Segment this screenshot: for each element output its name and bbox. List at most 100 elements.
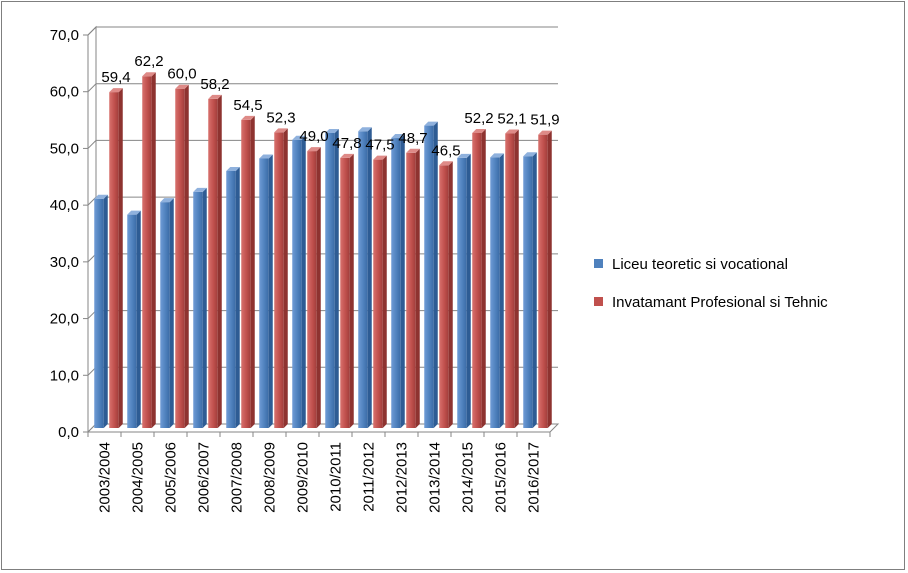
bar-top	[340, 153, 354, 158]
legend-swatch	[594, 297, 603, 306]
x-tick-label: 2006/2007	[196, 442, 213, 513]
bar-front	[424, 125, 434, 428]
legend-label: Liceu teoretic si vocational	[612, 256, 788, 273]
bar-top	[505, 129, 519, 134]
bar-liceu-2010/2011	[325, 128, 339, 429]
bar-side	[499, 153, 504, 429]
bar-side	[283, 128, 288, 429]
bar-front	[142, 76, 152, 428]
bar-liceu-2005/2006	[160, 198, 174, 428]
x-tick-label: 2003/2004	[97, 442, 114, 513]
bar-side	[250, 115, 255, 429]
bars	[94, 72, 552, 429]
bar-front	[340, 157, 350, 429]
bar-top	[424, 121, 438, 126]
legend-item-liceu: Liceu teoretic si vocational	[594, 256, 788, 273]
x-tick-label: 2008/2009	[262, 442, 279, 513]
bar-top	[274, 128, 288, 133]
bar-ipt-2008/2009	[274, 128, 288, 429]
bar-front	[457, 157, 467, 429]
bar-side	[217, 94, 222, 429]
bar-side	[103, 194, 108, 428]
bar-front	[226, 170, 236, 428]
x-tick-label: 2015/2016	[493, 442, 510, 513]
bar-top	[193, 187, 207, 192]
bar-ipt-2007/2008	[241, 115, 255, 429]
bar-liceu-2007/2008	[226, 166, 240, 428]
y-tick-label: 20,0	[50, 311, 79, 328]
data-label: 59,4	[101, 69, 130, 86]
data-label: 52,2	[464, 110, 493, 127]
data-label: 52,1	[497, 111, 526, 128]
bar-side	[433, 121, 438, 428]
data-label: 62,2	[134, 53, 163, 70]
bar-side	[367, 127, 372, 428]
bar-top	[175, 84, 189, 89]
bar-top	[259, 154, 273, 159]
bar-liceu-2006/2007	[193, 187, 207, 428]
bar-front	[523, 156, 533, 428]
bar-side	[532, 152, 537, 428]
bar-front	[175, 88, 185, 428]
bar-front	[292, 139, 302, 428]
bar-front	[406, 152, 416, 428]
gridlines	[87, 26, 558, 376]
x-tick-label: 2005/2006	[163, 442, 180, 513]
bar-top	[439, 161, 453, 166]
bar-top	[241, 115, 255, 120]
bar-side	[415, 148, 420, 428]
bar-top	[127, 210, 141, 215]
bar-side	[184, 84, 189, 428]
data-labels: 59,462,260,058,254,552,349,0 47,8 47,5 48,7…	[101, 53, 559, 159]
gridline	[87, 196, 558, 206]
data-label: 47,8	[332, 135, 361, 152]
bar-top	[472, 128, 486, 133]
gridline	[87, 253, 558, 263]
bar-side	[301, 135, 306, 428]
y-tick-label: 10,0	[50, 367, 79, 384]
bar-front	[505, 133, 515, 429]
y-tick-label: 70,0	[50, 27, 79, 44]
bar-front	[160, 202, 170, 428]
bar-front	[439, 165, 449, 428]
bar-ipt-2011/2012	[373, 155, 387, 428]
bar-front	[193, 191, 203, 428]
data-label: 54,5	[233, 97, 262, 114]
bar-front	[307, 151, 317, 428]
data-label: 58,2	[200, 76, 229, 93]
bar-top	[490, 153, 504, 158]
bar-front	[241, 119, 251, 429]
bar-top	[142, 72, 156, 77]
bar-top	[160, 198, 174, 203]
bar-top	[406, 148, 420, 153]
bar-front	[538, 134, 548, 428]
bar-front	[259, 158, 269, 429]
bar-top	[109, 88, 123, 93]
bar-front	[94, 198, 104, 428]
bar-ipt-2009/2010	[307, 147, 321, 428]
x-tick-label: 2009/2010	[295, 442, 312, 513]
plot-walls	[86, 25, 560, 434]
x-tick-label: 2010/2011	[328, 442, 345, 512]
bar-ipt-2012/2013	[406, 148, 420, 428]
bar-front	[373, 159, 383, 428]
legend-label: Invatamant Profesional si Tehnic	[612, 294, 828, 311]
data-label: 51,9	[530, 112, 559, 129]
y-tick-label: 0,0	[58, 424, 79, 441]
bar-ipt-2014/2015	[472, 128, 486, 429]
x-tick-label: 2004/2005	[130, 442, 147, 513]
bar-top	[325, 128, 339, 133]
bar-front	[109, 92, 119, 429]
bar-front	[472, 132, 482, 429]
x-tick-label: 2016/2017	[526, 442, 543, 513]
bar-liceu-2012/2013	[391, 134, 405, 428]
bar-side	[382, 155, 387, 428]
data-label: 49,0	[299, 128, 328, 145]
bar-front	[358, 131, 368, 428]
y-tick-label: 50,0	[50, 140, 79, 157]
bar-side	[481, 128, 486, 429]
bar-ipt-2006/2007	[208, 94, 222, 429]
bar-ipt-2016/2017	[538, 130, 552, 428]
data-label: 60,0	[167, 66, 196, 83]
legend-item-ipt: Invatamant Profesional si Tehnic	[594, 294, 828, 311]
